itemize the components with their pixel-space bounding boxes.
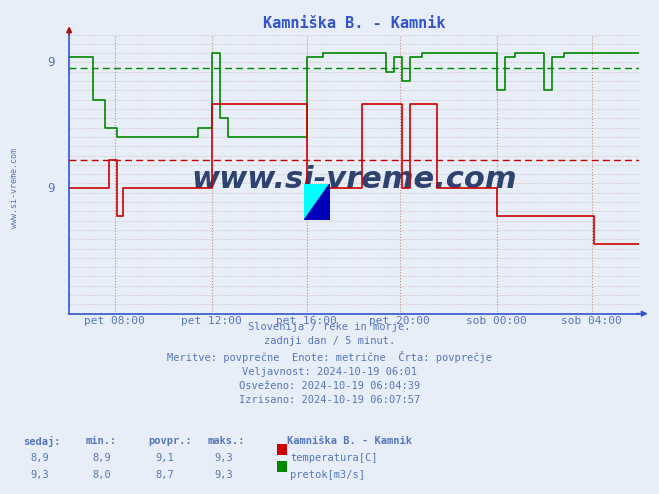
Text: 9,3: 9,3 bbox=[30, 470, 49, 480]
Polygon shape bbox=[304, 184, 330, 202]
Text: 9: 9 bbox=[47, 56, 55, 69]
Text: 8,9: 8,9 bbox=[93, 453, 111, 463]
Text: 9,1: 9,1 bbox=[156, 453, 174, 463]
Text: Slovenija / reke in morje.
zadnji dan / 5 minut.
Meritve: povprečne  Enote: metr: Slovenija / reke in morje. zadnji dan / … bbox=[167, 322, 492, 405]
Text: 8,7: 8,7 bbox=[156, 470, 174, 480]
Text: 8,9: 8,9 bbox=[30, 453, 49, 463]
Text: pretok[m3/s]: pretok[m3/s] bbox=[290, 470, 365, 480]
Text: www.si-vreme.com: www.si-vreme.com bbox=[10, 148, 19, 228]
Title: Kamniška B. - Kamnik: Kamniška B. - Kamnik bbox=[263, 16, 445, 31]
Polygon shape bbox=[317, 184, 330, 220]
Text: 9,3: 9,3 bbox=[215, 470, 233, 480]
Text: Kamniška B. - Kamnik: Kamniška B. - Kamnik bbox=[287, 436, 412, 446]
Polygon shape bbox=[304, 184, 317, 220]
Text: 9,3: 9,3 bbox=[215, 453, 233, 463]
Text: 9: 9 bbox=[47, 182, 55, 195]
Text: www.si-vreme.com: www.si-vreme.com bbox=[191, 165, 517, 194]
Polygon shape bbox=[304, 202, 330, 220]
Text: povpr.:: povpr.: bbox=[148, 436, 192, 446]
Text: temperatura[C]: temperatura[C] bbox=[290, 453, 378, 463]
Text: 8,0: 8,0 bbox=[93, 470, 111, 480]
Text: min.:: min.: bbox=[86, 436, 117, 446]
Text: sedaj:: sedaj: bbox=[23, 436, 61, 447]
Text: maks.:: maks.: bbox=[208, 436, 245, 446]
